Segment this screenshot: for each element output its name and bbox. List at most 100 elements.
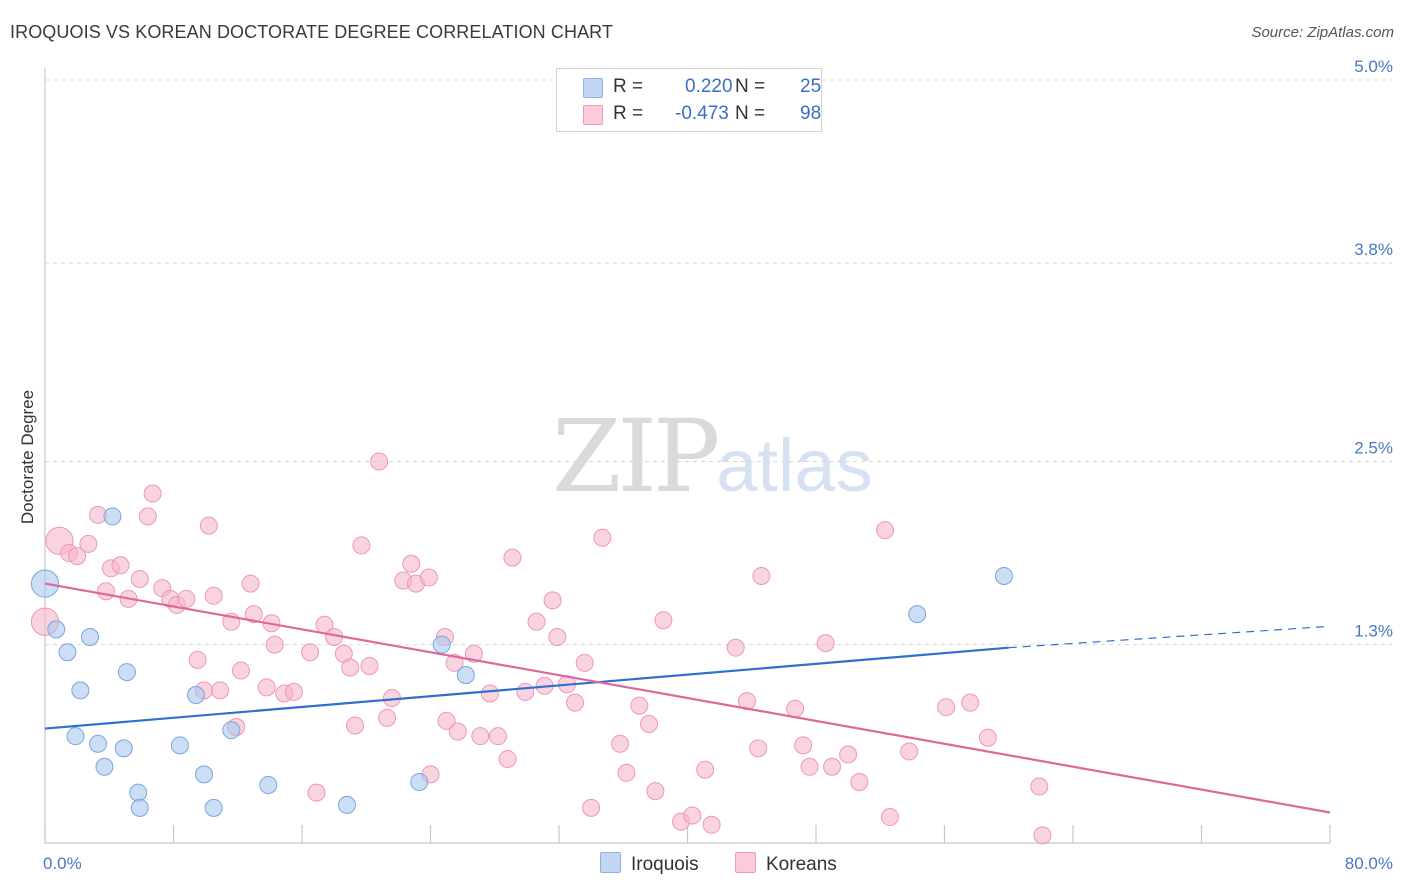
korean-point bbox=[646, 782, 665, 801]
watermark-zip: ZIP bbox=[552, 398, 720, 515]
korean-point bbox=[352, 536, 371, 555]
korean-point bbox=[464, 644, 483, 663]
korean-point bbox=[726, 638, 745, 657]
iroquois-trend-line bbox=[44, 646, 1009, 730]
korean-point bbox=[301, 643, 320, 662]
iroquois-point bbox=[456, 666, 475, 685]
y-tick-label: 1.3% bbox=[1354, 622, 1393, 641]
korean-point bbox=[800, 757, 819, 776]
iroquois-point bbox=[130, 798, 149, 817]
korean-point bbox=[794, 736, 813, 755]
korean-point bbox=[498, 750, 517, 769]
iroquois-points bbox=[30, 507, 1013, 817]
korean-point bbox=[265, 635, 284, 654]
iroquois-point bbox=[994, 566, 1013, 585]
chart-title: IROQUOIS VS KOREAN DOCTORATE DEGREE CORR… bbox=[10, 22, 614, 42]
iroquois-point bbox=[58, 643, 77, 662]
korean-point bbox=[527, 612, 546, 631]
legend-n-label: N = bbox=[735, 103, 766, 124]
korean-point bbox=[1033, 826, 1052, 845]
iroquois-point bbox=[186, 685, 205, 704]
bottom-legend-swatch-koreans bbox=[735, 852, 756, 873]
iroquois-point bbox=[80, 627, 99, 646]
korean-point bbox=[582, 798, 601, 817]
korean-point bbox=[79, 534, 98, 553]
korean-point bbox=[978, 728, 997, 747]
korean-point bbox=[503, 548, 522, 567]
korean-point bbox=[471, 727, 490, 746]
koreans-trend-line bbox=[44, 582, 1331, 814]
x-tick-label: 0.0% bbox=[43, 854, 82, 873]
legend-swatch-iroquois bbox=[583, 78, 603, 98]
korean-point bbox=[752, 566, 771, 585]
iroquois-point bbox=[259, 776, 278, 795]
korean-point bbox=[786, 699, 805, 718]
korean-point bbox=[370, 452, 389, 471]
iroquois-point bbox=[195, 765, 214, 784]
korean-point bbox=[231, 661, 250, 680]
korean-point bbox=[516, 682, 535, 701]
iroquois-point bbox=[410, 772, 429, 791]
korean-point bbox=[639, 714, 658, 733]
korean-point bbox=[611, 734, 630, 753]
korean-point bbox=[177, 589, 196, 608]
koreans-points bbox=[30, 452, 1052, 845]
korean-point bbox=[138, 507, 157, 526]
korean-point bbox=[683, 806, 702, 825]
axis-layer bbox=[44, 68, 1331, 844]
korean-point bbox=[548, 627, 567, 646]
legend-n-value: 98 bbox=[800, 103, 822, 124]
correlation-legend: R = 0.220 N = 25 R = -0.473 N = 98 bbox=[556, 68, 822, 132]
legend-swatch-koreans bbox=[583, 105, 603, 125]
iroquois-point bbox=[47, 620, 66, 639]
korean-point bbox=[654, 611, 673, 630]
korean-point bbox=[543, 591, 562, 610]
korean-point bbox=[341, 658, 360, 677]
korean-point bbox=[244, 605, 263, 624]
korean-point bbox=[188, 650, 207, 669]
korean-point bbox=[876, 521, 895, 540]
korean-point bbox=[204, 586, 223, 605]
korean-point bbox=[97, 582, 116, 601]
watermark: ZIPatlas bbox=[552, 398, 873, 515]
korean-point bbox=[937, 698, 956, 717]
iroquois-point bbox=[71, 681, 90, 700]
iroquois-point bbox=[114, 739, 133, 758]
korean-point bbox=[284, 682, 303, 701]
korean-point bbox=[749, 739, 768, 758]
korean-point bbox=[575, 653, 594, 672]
korean-point bbox=[1030, 777, 1049, 796]
watermark-atlas: atlas bbox=[716, 424, 873, 507]
iroquois-point bbox=[337, 795, 356, 814]
korean-point bbox=[378, 708, 397, 727]
korean-point bbox=[617, 763, 636, 782]
korean-point bbox=[850, 772, 869, 791]
korean-point bbox=[488, 727, 507, 746]
legend-r-value: 0.220 bbox=[685, 76, 733, 97]
korean-point bbox=[68, 547, 87, 566]
legend-r-value: -0.473 bbox=[675, 103, 729, 124]
korean-point bbox=[445, 653, 464, 672]
korean-point bbox=[630, 696, 649, 715]
korean-point bbox=[346, 716, 365, 735]
bottom-legend-label-iroquois: Iroquois bbox=[631, 854, 699, 875]
legend-r-label: R = bbox=[613, 103, 644, 124]
legend-r-label: R = bbox=[613, 76, 644, 97]
korean-point bbox=[823, 757, 842, 776]
iroquois-point bbox=[222, 721, 241, 740]
korean-point bbox=[702, 815, 721, 834]
iroquois-point bbox=[89, 734, 108, 753]
korean-point bbox=[696, 760, 715, 779]
korean-point bbox=[480, 684, 499, 703]
korean-point bbox=[961, 693, 980, 712]
source-credit: Source: ZipAtlas.com bbox=[1251, 24, 1394, 41]
korean-point bbox=[816, 634, 835, 653]
iroquois-point bbox=[117, 663, 136, 682]
y-tick-label: 2.5% bbox=[1354, 439, 1393, 458]
iroquois-point bbox=[103, 507, 122, 526]
korean-point bbox=[419, 568, 438, 587]
korean-point bbox=[211, 681, 230, 700]
korean-point bbox=[360, 656, 379, 675]
legend-n-value: 25 bbox=[800, 76, 822, 97]
